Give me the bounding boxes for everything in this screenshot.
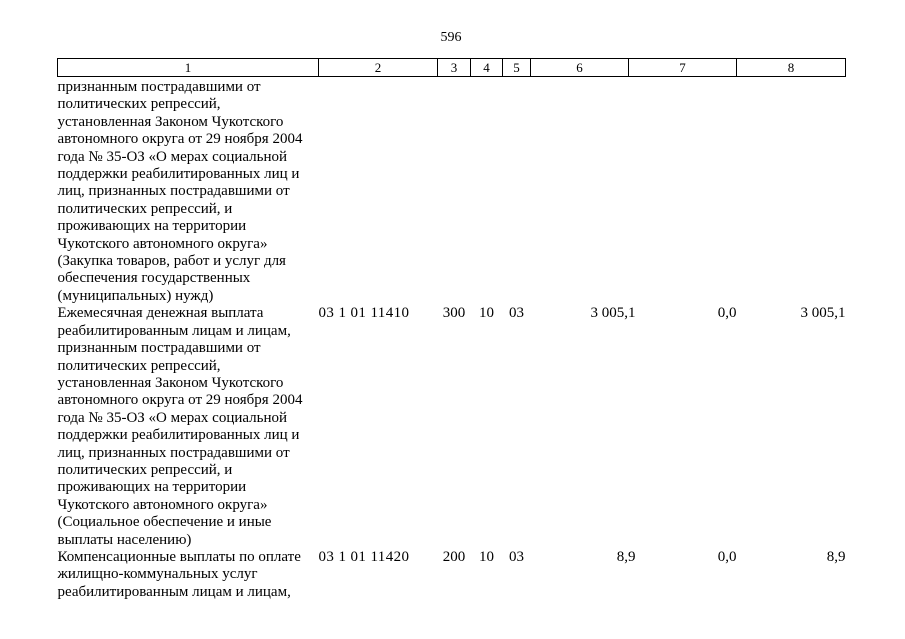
expense-name-cell: признанным пострадавшими от политических… xyxy=(57,79,303,304)
column-number-header-1: 1 xyxy=(57,58,319,77)
table-row: Ежемесячная денежная выплата реабилитиро… xyxy=(58,305,846,549)
column-number-header-8: 8 xyxy=(736,58,846,77)
expense-name-cell: Компенсационные выплаты по оплате жилищн… xyxy=(57,548,301,600)
amount-cell-7: 0,0 xyxy=(717,305,737,322)
column-number-header-5: 5 xyxy=(502,58,531,77)
amount-cell-8: 8,9 xyxy=(826,548,846,565)
column-number-header-row: 1 2 3 4 5 6 7 8 xyxy=(57,58,846,77)
column-number-header-6: 6 xyxy=(530,58,629,77)
amount-cell-7: 0,0 xyxy=(717,548,737,565)
subsection-cell: 03 xyxy=(509,305,524,322)
page-number: 596 xyxy=(440,30,462,45)
amount-value: 8,9 xyxy=(616,548,636,565)
amount-cell-7 xyxy=(629,77,737,306)
section-cell xyxy=(471,77,503,306)
table-row: признанным пострадавшими от политических… xyxy=(58,77,846,306)
column-number-header-7: 7 xyxy=(628,58,737,77)
target-article-code-cell: 03 1 01 11410 xyxy=(318,305,410,322)
subsection-cell xyxy=(503,77,531,306)
expense-type-cell xyxy=(438,77,471,306)
amount-cell-6: 3 005,1 xyxy=(531,305,636,549)
amount-cell-8: 3 005,1 xyxy=(800,305,846,322)
expense-type-cell: 200 xyxy=(442,548,466,565)
target-article-code-cell xyxy=(319,77,438,306)
subsection-cell: 03 xyxy=(509,548,524,565)
column-number-header-4: 4 xyxy=(470,58,503,77)
column-number-header-2: 2 xyxy=(318,58,438,77)
amount-cell-8 xyxy=(737,77,846,306)
budget-table: 1 2 3 4 5 6 7 8 признанным пострадавшими… xyxy=(57,58,846,601)
section-cell: 10 xyxy=(479,548,494,565)
target-article-code-cell: 03 1 01 11420 xyxy=(318,548,410,565)
expense-type-cell: 300 xyxy=(442,305,466,322)
expense-name-cell: Ежемесячная денежная выплата реабилитиро… xyxy=(57,305,303,548)
amount-value: 3 005,1 xyxy=(590,305,636,322)
column-number-header-3: 3 xyxy=(437,58,471,77)
amount-cell-6 xyxy=(531,77,629,306)
amount-cell-6: 8,9 xyxy=(531,549,636,601)
table-row: Компенсационные выплаты по оплате жилищн… xyxy=(58,549,846,601)
section-cell: 10 xyxy=(479,305,494,322)
